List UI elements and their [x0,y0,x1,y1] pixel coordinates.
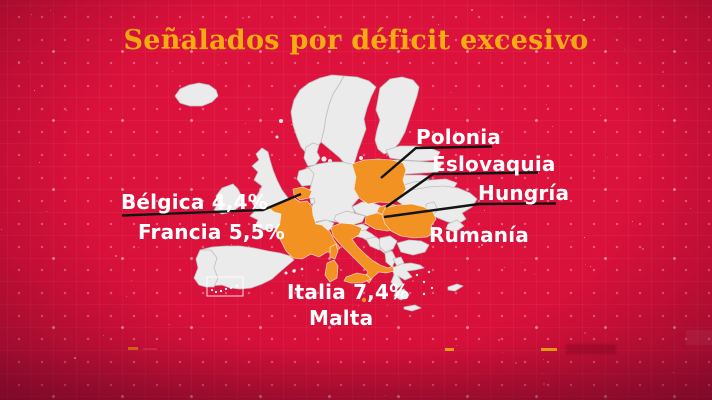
map-island-aegean-1 [415,273,419,277]
map-country-italy [330,222,395,284]
map-island-sicily [343,272,372,284]
map-island-malta [361,297,367,303]
map-island-aegean-2 [422,280,426,284]
map-country-albania [384,250,397,268]
label-poland: Polonia [416,125,501,149]
label-france-deficit: Francia 5,5% [137,220,285,244]
glitch-mark [128,347,138,350]
map-island-corsica [329,243,339,260]
map-country-bulgaria [396,239,430,256]
canary-islands-inset-box [206,276,244,297]
map-island-aegean-5 [422,292,426,296]
label-italy-deficit: Italia 7,4% [287,280,410,304]
map-island-balearic-2 [292,269,296,273]
map-country-portugal [193,249,219,288]
label-hungary: Hungría [478,181,570,205]
map-country-finland [374,76,420,155]
map-country-netherlands [296,167,315,187]
map-peninsula-crimea [445,219,465,233]
canary-islands-dots [210,284,239,294]
glitch-mark [686,330,712,345]
glitch-mark [143,348,157,350]
pointer-line-poland [380,145,493,179]
label-romania: Rumanía [429,223,529,247]
page-title: Señalados por déficit excesivo [123,25,589,56]
map-country-estonia [385,145,441,162]
map-island-crete [403,304,422,312]
map-country-denmark [303,142,321,167]
map-country-greece [390,262,425,290]
map-country-serbia [378,235,398,253]
map-country-france [267,196,341,260]
map-island-zealand [321,156,327,162]
glitch-mark [445,348,454,351]
pointer-line-belgium [121,192,302,217]
map-country-romania [381,203,437,239]
map-country-luxembourg [309,197,316,205]
map-country-austria [333,210,366,226]
map-island-aegean-3 [427,270,431,274]
map-island-aegean-4 [430,286,434,290]
map-island-shetland [275,135,279,139]
map-island-balearic-1 [284,271,288,275]
label-malta: Malta [309,306,374,330]
pointer-line-slovakia [385,171,539,208]
pointer-line-hungary [383,202,557,219]
map-peninsula-peloponnese [393,288,410,301]
map-island-cyprus [447,283,464,292]
glitch-mark [566,344,616,354]
label-belgium-deficit: Bélgica 4,4% [120,190,268,214]
map-island-gotland [359,156,363,160]
map-country-ireland [213,183,243,215]
map-island-balearic-3 [300,267,304,271]
glitch-mark [541,348,557,351]
map-island-faroe [279,119,283,123]
label-slovakia: Eslovaquia [432,152,556,176]
map-island-sardinia [324,259,339,283]
map-country-poland [351,158,407,205]
map-country-belgium [292,186,313,201]
map-country-iceland [174,82,219,107]
